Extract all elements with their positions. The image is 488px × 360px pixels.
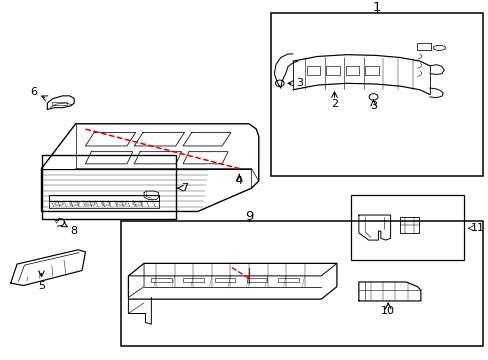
Bar (133, 202, 142, 205)
Bar (70, 202, 79, 205)
Text: 5: 5 (38, 280, 45, 291)
Bar (41, 155, 175, 219)
Bar (417, 42, 430, 50)
Bar (52, 102, 67, 105)
Text: 11: 11 (470, 223, 484, 233)
Bar (117, 202, 126, 205)
Bar (306, 67, 320, 76)
Bar (55, 202, 63, 205)
Bar (365, 67, 378, 76)
Bar (345, 67, 359, 76)
Bar (270, 13, 483, 176)
Text: 7: 7 (181, 183, 188, 193)
Text: 3: 3 (369, 101, 376, 111)
Bar (400, 217, 418, 233)
Bar (86, 202, 95, 205)
Text: 6: 6 (30, 87, 37, 97)
Text: 10: 10 (380, 306, 394, 316)
Bar (151, 278, 171, 282)
Bar (102, 202, 110, 205)
Text: 4: 4 (235, 176, 243, 186)
Text: 2: 2 (330, 99, 337, 109)
Text: 9: 9 (244, 210, 253, 222)
Bar (246, 278, 266, 282)
Text: 8: 8 (70, 226, 78, 236)
Bar (121, 221, 483, 346)
Bar (350, 195, 463, 261)
Bar (325, 67, 339, 76)
Bar (278, 278, 298, 282)
Bar (214, 278, 235, 282)
Bar (183, 278, 203, 282)
Text: 1: 1 (372, 1, 381, 14)
Text: 3: 3 (296, 78, 303, 88)
